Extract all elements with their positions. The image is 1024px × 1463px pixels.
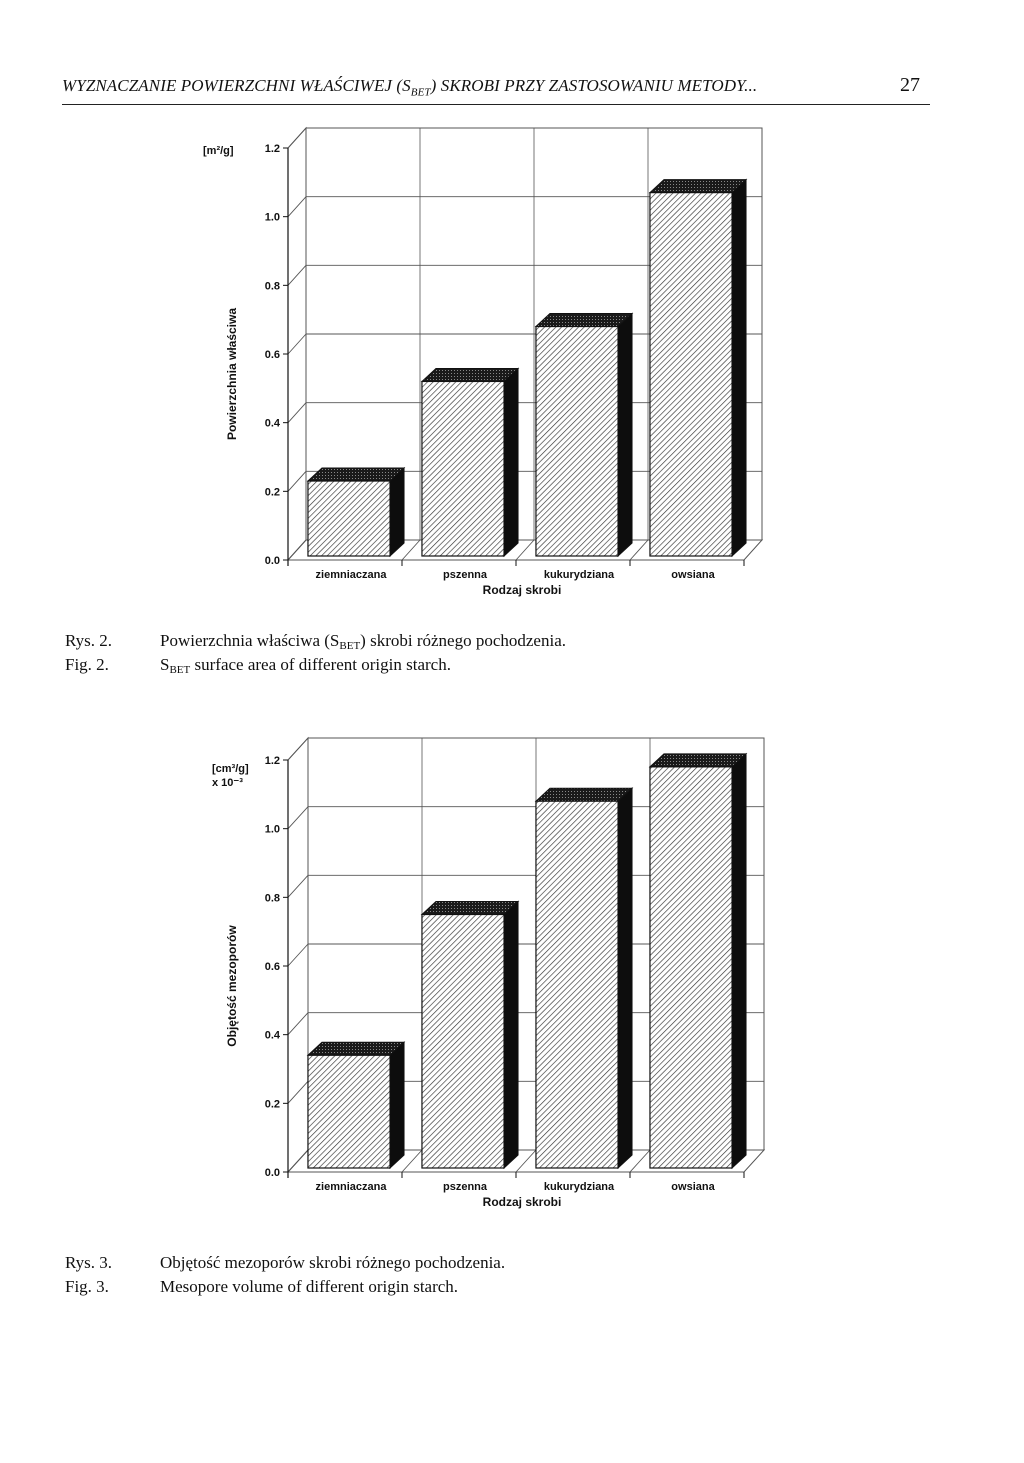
bar-kukurydziana (534, 312, 634, 558)
figure-3: 0.0 0.2 0.4 0.6 0.8 1.0 1.2 ziemniaczana pszenna… (0, 700, 1024, 1220)
floor-divider (401, 539, 421, 561)
x-tick-label: pszenna (443, 1181, 488, 1193)
y-tick-label: 0.0 (265, 1167, 280, 1179)
chart-surface-area: 0.0 0.2 0.4 0.6 0.8 1.0 1.2 ziemniaczana pszenna… (203, 126, 764, 597)
gridline-diagonal (287, 196, 307, 217)
bar-side (389, 466, 405, 558)
floor-divider (401, 1149, 423, 1173)
bar-pszenna (420, 900, 520, 1170)
floor-divider (515, 1149, 537, 1173)
floor (286, 1149, 766, 1173)
y-tick-label: 1.2 (265, 755, 280, 767)
gridline-diagonal (287, 127, 307, 149)
caption-text-en: SBET surface area of different origin st… (160, 655, 451, 676)
gridline-diagonal (287, 1081, 309, 1104)
bar-ziemniaczana (306, 466, 406, 558)
gridline-diagonal (287, 471, 307, 492)
bar-ziemniaczana (306, 1041, 406, 1170)
y-axis-title: Powierzchnia właściwa (225, 308, 239, 440)
bar-face (307, 1054, 391, 1169)
x-tick-label: kukurydziana (544, 569, 615, 581)
bar-face (535, 325, 619, 557)
x-axis-title: Rodzaj skrobi (483, 583, 562, 597)
caption-label: Rys. 3. (65, 1253, 113, 1272)
floor (286, 539, 764, 561)
bar-top (534, 313, 634, 328)
y-axis-title: Objętość mezoporów (225, 925, 239, 1047)
floor-divider (629, 1149, 651, 1173)
y-tick-label: 0.2 (265, 486, 280, 498)
y-tick-label: 0.4 (265, 1030, 281, 1042)
bar-face (421, 913, 505, 1169)
x-tick-label: ziemniaczana (316, 1181, 388, 1193)
x-tick-label: owsiana (671, 1181, 715, 1193)
x-axis-title: Rodzaj skrobi (483, 1195, 562, 1209)
y-tick-label: 0.8 (265, 892, 280, 904)
y-unit-label: [m²/g] (203, 145, 234, 157)
gridline-diagonal (287, 402, 307, 423)
bar-side (503, 900, 519, 1170)
bar-side (617, 312, 633, 558)
plot-area: 0.0 0.2 0.4 0.6 0.8 1.0 1.2 ziemniaczana pszenna… (203, 126, 764, 597)
caption-text-pl: Powierzchnia właściwa (SBET) skrobi różn… (160, 631, 566, 652)
y-tick-label: 1.0 (265, 212, 280, 224)
y-tick-label: 0.6 (265, 349, 280, 361)
running-head-title: WYZNACZANIE POWIERZCHNI WŁAŚCIWEJ (SBET)… (62, 76, 758, 99)
running-header: WYZNACZANIE POWIERZCHNI WŁAŚCIWEJ (SBET)… (62, 74, 930, 104)
header-divider (62, 104, 930, 105)
gridline-diagonal (287, 875, 309, 898)
gridline-diagonal (287, 806, 309, 829)
caption-label: Fig. 3. (65, 1277, 109, 1296)
gridline-diagonal (287, 265, 307, 286)
caption-label: Fig. 2. (65, 655, 109, 674)
y-tick-label: 0.6 (265, 961, 280, 973)
bar-side (617, 787, 633, 1170)
y-unit-label: [cm³/g] (212, 763, 249, 775)
x-tick-label: owsiana (671, 569, 715, 581)
bar-side (389, 1041, 405, 1170)
y-unit-label-line2: x 10⁻³ (212, 777, 243, 789)
bar-top (420, 367, 520, 382)
bar-face (421, 380, 505, 557)
chart-mesopore-volume: 0.0 0.2 0.4 0.6 0.8 1.0 1.2 ziemniaczana pszenna… (212, 736, 766, 1209)
y-tick-label: 0.2 (265, 1098, 280, 1110)
bar-top (534, 787, 634, 802)
x-tick-label: ziemniaczana (316, 569, 388, 581)
bar-owsiana (648, 752, 748, 1170)
y-tick-label: 1.2 (265, 143, 280, 155)
gridline-diagonal (287, 943, 309, 967)
y-tick-label: 1.0 (265, 824, 280, 836)
plot-area: 0.0 0.2 0.4 0.6 0.8 1.0 1.2 ziemniaczana pszenna… (212, 736, 766, 1209)
bar-top (306, 1041, 406, 1056)
floor-divider (515, 539, 535, 561)
bar-face (307, 480, 391, 557)
bar-side (731, 752, 747, 1170)
bar-face (649, 766, 733, 1169)
bar-side (503, 367, 519, 558)
bar-top (306, 467, 406, 482)
x-tick-label: pszenna (443, 569, 488, 581)
floor-divider (629, 539, 649, 561)
bar-kukurydziana (534, 787, 634, 1170)
y-tick-label: 0.4 (265, 418, 281, 430)
caption-text-pl: Objętość mezoporów skrobi różnego pochod… (160, 1253, 506, 1272)
bar-face (649, 192, 733, 557)
bar-top (420, 901, 520, 915)
bar-top (648, 753, 748, 768)
bar-pszenna (420, 367, 520, 558)
y-tick-label: 0.8 (265, 280, 280, 292)
caption-text-en: Mesopore volume of different origin star… (160, 1277, 459, 1296)
bar-top (648, 179, 748, 194)
bar-owsiana (648, 178, 748, 558)
page-number: 27 (900, 74, 920, 96)
figure-2: 0.0 0.2 0.4 0.6 0.8 1.0 1.2 ziemniaczana pszenna… (0, 0, 1024, 620)
gridline-diagonal (287, 333, 307, 355)
gridline-diagonal (287, 1012, 309, 1035)
bar-side (731, 178, 747, 558)
caption-label: Rys. 2. (65, 631, 113, 650)
bar-face (535, 800, 619, 1169)
y-tick-label: 0.0 (265, 555, 280, 567)
x-tick-label: kukurydziana (544, 1181, 615, 1193)
gridline-diagonal (287, 737, 309, 761)
